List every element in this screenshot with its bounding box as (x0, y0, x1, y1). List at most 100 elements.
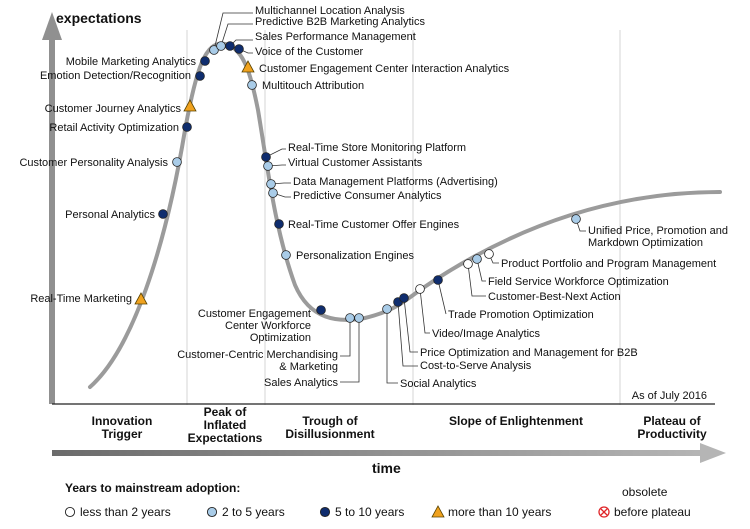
label-real-time-store-monitoring-platform: Real-Time Store Monitoring Platform (288, 142, 466, 154)
label-price-optimization-and-management-for-b2b: Price Optimization and Management for B2… (420, 347, 638, 359)
marker-customer-engagement-center-interaction-analytics (241, 60, 255, 73)
label-voice-of-the-customer: Voice of the Customer (255, 46, 364, 58)
leader-cost-to-serve-analysis (397, 301, 418, 367)
marker-customer-engagement-center-workforce-optimization (316, 305, 326, 315)
y-axis-arrow-icon (42, 12, 62, 40)
marker-data-management-platforms-advertising (266, 179, 276, 189)
marker-video-image-analytics (415, 284, 425, 294)
marker-social-analytics (382, 304, 392, 314)
label-retail-activity-optimization: Retail Activity Optimization (49, 122, 179, 134)
leader-real-time-store-monitoring-platform (265, 148, 286, 158)
phase-label-peak-of-inflated-expectations: Peak of Inflated Expectations (188, 405, 263, 445)
leader-field-service-workforce-optimization (476, 258, 486, 282)
label-field-service-workforce-optimization: Field Service Workforce Optimization (488, 276, 669, 288)
marker-real-time-customer-offer-engines (274, 219, 284, 229)
label-mobile-marketing-analytics: Mobile Marketing Analytics (66, 56, 197, 68)
label-multichannel-location-analysis: Multichannel Location Analysis (255, 5, 405, 17)
marker-virtual-customer-assistants (263, 161, 273, 171)
label-real-time-customer-offer-engines: Real-Time Customer Offer Engines (288, 219, 460, 231)
label-personal-analytics: Personal Analytics (65, 209, 155, 221)
marker-price-optimization-and-management-for-b2b (399, 293, 409, 303)
label-customer-engagement-center-interaction-analytics: Customer Engagement Center Interaction A… (259, 63, 510, 75)
y-axis-label: expectations (56, 10, 142, 26)
marker-mobile-marketing-analytics (200, 56, 210, 66)
marker-unified-price-promotion-and-markdown-optimization (571, 214, 581, 224)
marker-sales-analytics (354, 313, 364, 323)
leader-predictive-b2b-marketing-analytics (220, 23, 253, 47)
label-predictive-consumer-analytics: Predictive Consumer Analytics (293, 190, 442, 202)
legend-label-2-to-5-years: 2 to 5 years (222, 505, 285, 519)
phase-label-slope-of-enlightenment: Slope of Enlightenment (449, 414, 583, 428)
label-emotion-detection-recognition: Emotion Detection/Recognition (40, 70, 191, 82)
label-sales-analytics: Sales Analytics (264, 377, 338, 389)
marker-customer-best-next-action (463, 259, 473, 269)
label-customer-personality-analysis: Customer Personality Analysis (19, 157, 168, 169)
label-cost-to-serve-analysis: Cost-to-Serve Analysis (420, 360, 532, 372)
label-virtual-customer-assistants: Virtual Customer Assistants (288, 157, 423, 169)
marker-product-portfolio-and-program-management (484, 249, 494, 259)
label-customer-centric-merchandising-marketing: Customer-Centric Merchandising & Marketin… (177, 349, 338, 373)
label-customer-best-next-action: Customer-Best-Next Action (488, 291, 621, 303)
marker-emotion-detection-recognition (195, 71, 205, 81)
legend-marker-more-than-10-years (431, 505, 445, 518)
hype-curve (88, 41, 722, 389)
leader-customer-centric-merchandising-marketing (340, 318, 351, 357)
x-axis-arrow-icon (700, 443, 726, 463)
technology-markers (134, 41, 581, 323)
legend-title: Years to mainstream adoption: (65, 481, 240, 495)
marker-personal-analytics (158, 209, 168, 219)
leader-multichannel-location-analysis (213, 12, 253, 51)
label-predictive-b2b-marketing-analytics: Predictive B2B Marketing Analytics (255, 16, 425, 28)
marker-field-service-workforce-optimization (472, 254, 482, 264)
marker-real-time-marketing (134, 292, 148, 305)
as-of-date: As of July 2016 (632, 390, 707, 402)
marker-real-time-store-monitoring-platform (261, 152, 271, 162)
marker-predictive-consumer-analytics (268, 188, 278, 198)
leader-customer-best-next-action (467, 263, 486, 297)
label-social-analytics: Social Analytics (400, 378, 477, 390)
phase-separators (186, 30, 621, 405)
marker-multitouch-attribution (247, 80, 257, 90)
legend-marker-5-to-10-years (319, 506, 331, 518)
marker-customer-centric-merchandising-marketing (345, 313, 355, 323)
label-multitouch-attribution: Multitouch Attribution (262, 80, 364, 92)
marker-personalization-engines (281, 250, 291, 260)
label-video-image-analytics: Video/Image Analytics (432, 328, 541, 340)
phase-labels: Innovation Trigger Peak of Inflated Expectat… (92, 405, 707, 445)
legend-marker-less-than-2-years (64, 506, 76, 518)
leader-social-analytics (386, 309, 398, 384)
label-data-management-platforms-advertising: Data Management Platforms (Advertising) (293, 176, 498, 188)
marker-predictive-b2b-marketing-analytics (216, 41, 226, 51)
technology-labels: Real-Time Marketing Personal Analytics Cus… (19, 5, 728, 390)
legend: Years to mainstream adoption: less than … (64, 481, 691, 519)
phase-label-trough-of-disillusionment: Trough of Disillusionment (285, 414, 374, 441)
legend-marker-2-to-5-years (206, 506, 218, 518)
leader-trade-promotion-optimization (437, 279, 447, 315)
phase-label-innovation-trigger: Innovation Trigger (92, 414, 153, 441)
marker-trade-promotion-optimization (433, 275, 443, 285)
phase-label-plateau-of-productivity: Plateau of Productivity (637, 414, 707, 441)
label-product-portfolio-and-program-management: Product Portfolio and Program Management (501, 258, 716, 270)
marker-retail-activity-optimization (182, 122, 192, 132)
label-trade-promotion-optimization: Trade Promotion Optimization (448, 309, 594, 321)
x-axis-label: time (372, 460, 401, 476)
label-personalization-engines: Personalization Engines (296, 250, 415, 262)
label-real-time-marketing: Real-Time Marketing (30, 293, 132, 305)
axes (42, 12, 726, 463)
leader-price-optimization-and-management-for-b2b (403, 297, 418, 353)
leader-sales-analytics (340, 318, 360, 383)
legend-label-5-to-10-years: 5 to 10 years (335, 505, 404, 519)
label-customer-engagement-center-workforce-optimization: Customer Engagement Center Workforce Optim… (198, 308, 311, 344)
legend-label-more-than-10-years: more than 10 years (448, 505, 551, 519)
legend-label-before-plateau: before plateau (614, 505, 691, 519)
label-customer-journey-analytics: Customer Journey Analytics (45, 103, 182, 115)
label-sales-performance-management: Sales Performance Management (255, 31, 416, 43)
leader-video-image-analytics (419, 288, 430, 334)
legend-label-less-than-2-years: less than 2 years (80, 505, 171, 519)
marker-customer-personality-analysis (172, 157, 182, 167)
label-unified-price-promotion-and-markdown-optimization: Unified Price, Promotion and Markdown Opt… (588, 225, 728, 249)
marker-voice-of-the-customer (234, 44, 244, 54)
marker-customer-journey-analytics (183, 99, 197, 112)
marker-sales-performance-management (225, 41, 235, 51)
